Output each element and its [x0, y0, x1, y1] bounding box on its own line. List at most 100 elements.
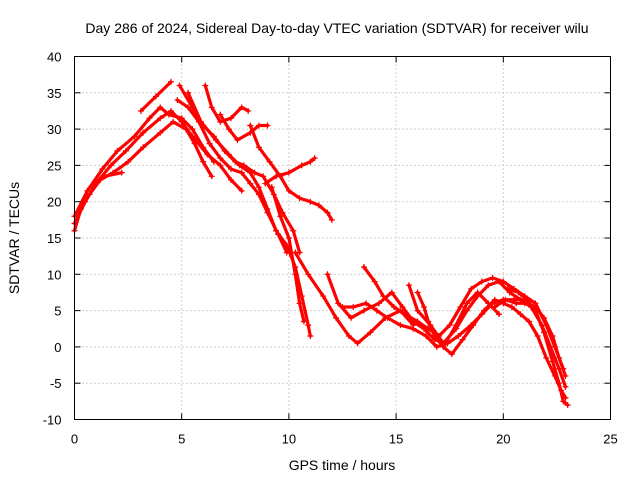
data-point [200, 158, 207, 165]
y-tick-label: 40 [47, 50, 61, 65]
series-track-12 [263, 156, 317, 186]
data-point [273, 227, 280, 234]
data-point [508, 303, 515, 310]
x-tick-label: 10 [282, 432, 296, 447]
data-point [217, 155, 224, 162]
data-point [446, 322, 453, 329]
data-point [371, 278, 378, 285]
data-point [217, 162, 224, 169]
data-point [217, 118, 224, 125]
series-track-8 [186, 91, 312, 338]
data-point [157, 129, 164, 136]
data-point [228, 166, 235, 173]
data-point [348, 314, 355, 321]
data-point [174, 97, 181, 104]
data-point [478, 278, 485, 285]
data-point [496, 278, 503, 285]
data-point [125, 158, 132, 165]
data-point [152, 93, 159, 100]
data-point [165, 111, 172, 118]
data-point [339, 303, 346, 310]
data-point [549, 333, 556, 340]
data-point [556, 365, 563, 372]
data-point [489, 274, 496, 281]
data-point [88, 184, 95, 191]
y-tick-label: -10 [43, 413, 62, 428]
data-point [526, 318, 533, 325]
data-point [455, 333, 462, 340]
data-point [485, 282, 492, 289]
data-point [107, 162, 114, 169]
y-tick-label: 5 [54, 304, 61, 319]
data-point [523, 296, 530, 303]
data-point [397, 322, 404, 329]
data-point [433, 343, 440, 350]
data-point [470, 322, 477, 329]
y-tick-label: 30 [47, 122, 61, 137]
data-point [354, 340, 361, 347]
data-point [491, 296, 498, 303]
data-point [238, 187, 245, 194]
data-point [262, 180, 269, 187]
data-point [390, 303, 397, 310]
data-point [307, 333, 314, 340]
y-tick-label: 10 [47, 267, 61, 282]
data-point [328, 216, 335, 223]
axis-ticks: 0 5 10 15 20 25 -10 -5 0 5 10 15 20 25 30 35 40 [43, 50, 618, 447]
data-point [405, 282, 412, 289]
data-point [363, 300, 370, 307]
data-point [84, 187, 91, 194]
data-point [468, 285, 475, 292]
data-point [122, 147, 129, 154]
data-point [360, 264, 367, 271]
data-point [556, 354, 563, 361]
data-point [296, 300, 303, 307]
data-point [384, 314, 391, 321]
data-point [333, 314, 340, 321]
series-track-6 [175, 98, 289, 255]
chart-title: Day 286 of 2024, Sidereal Day-to-day VTE… [85, 20, 588, 36]
data-point [541, 329, 548, 336]
data-point [448, 351, 455, 358]
data-point [463, 307, 470, 314]
data-point [380, 293, 387, 300]
y-tick-label: 20 [47, 195, 61, 210]
data-point [315, 202, 322, 209]
y-tick-label: 15 [47, 231, 61, 246]
data-point [320, 293, 327, 300]
data-point [401, 311, 408, 318]
data-point [367, 329, 374, 336]
data-point [549, 358, 556, 365]
data-point [228, 115, 235, 122]
series-track-17 [362, 265, 565, 371]
grid [74, 56, 611, 420]
data-point [202, 82, 209, 89]
data-point [247, 169, 254, 176]
data-point [345, 333, 352, 340]
data-point [208, 173, 215, 180]
data-point [307, 198, 314, 205]
y-axis-label: SDTVAR / TECUs [6, 182, 22, 294]
data-point [206, 140, 213, 147]
data-point [453, 325, 460, 332]
data-point [255, 184, 262, 191]
data-point [324, 209, 331, 216]
data-point [225, 151, 232, 158]
data-point [208, 104, 215, 111]
data-point [305, 271, 312, 278]
data-point [264, 205, 271, 212]
data-point [247, 180, 254, 187]
data-point [517, 311, 524, 318]
data-point [255, 122, 262, 129]
data-point [238, 169, 245, 176]
data-point [189, 133, 196, 140]
data-point [560, 398, 567, 405]
data-point [296, 195, 303, 202]
data-point [427, 322, 434, 329]
data-point [176, 82, 183, 89]
y-tick-label: 35 [47, 86, 61, 101]
data-point [101, 173, 108, 180]
data-point [277, 213, 284, 220]
data-point [335, 300, 342, 307]
data-point [137, 107, 144, 114]
